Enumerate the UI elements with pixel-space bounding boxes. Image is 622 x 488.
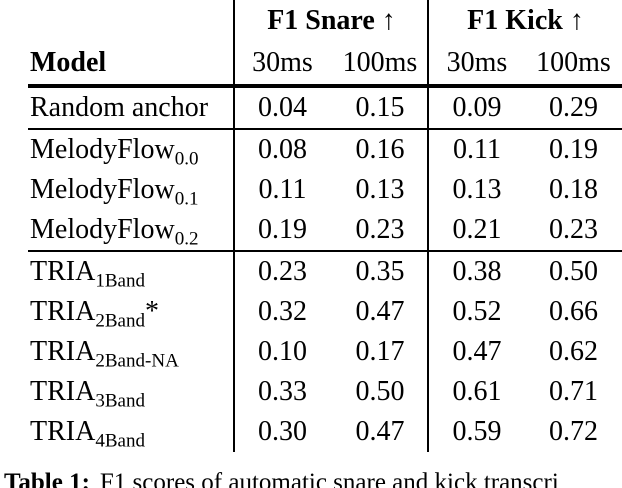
column-header-kick-100ms: 100ms bbox=[536, 47, 611, 78]
value-cell: 0.11 bbox=[258, 174, 307, 205]
table-row-melodyflow-01: MelodyFlow0.1 0.11 0.13 0.13 0.18 bbox=[0, 170, 622, 210]
table-vertical-divider-kick bbox=[427, 0, 429, 452]
caption-label: Table 1: bbox=[4, 469, 90, 488]
value-cell: 0.62 bbox=[549, 336, 598, 367]
column-header-snare-100ms: 100ms bbox=[342, 47, 418, 78]
value-cell: 0.23 bbox=[355, 214, 405, 245]
value-cell: 0.32 bbox=[258, 296, 307, 327]
model-cell: TRIA1Band bbox=[0, 252, 234, 292]
table-row-melodyflow-00: MelodyFlow0.0 0.08 0.16 0.11 0.19 bbox=[0, 130, 622, 170]
value-cell: 0.71 bbox=[549, 376, 598, 407]
column-header-snare-30ms: 30ms bbox=[252, 47, 313, 78]
value-cell: 0.11 bbox=[453, 134, 501, 165]
value-cell: 0.50 bbox=[549, 256, 598, 287]
value-cell: 0.52 bbox=[452, 296, 502, 327]
value-cell: 0.47 bbox=[355, 416, 405, 447]
table-row-tria-2band: TRIA2Band* 0.32 0.47 0.52 0.66 bbox=[0, 292, 622, 332]
model-subscript: 0.1 bbox=[174, 188, 199, 210]
model-cell: MelodyFlow0.0 bbox=[0, 130, 234, 170]
table-caption: Table 1: F1 scores of automatic snare and… bbox=[4, 468, 618, 488]
model-name: TRIA bbox=[30, 296, 96, 327]
model-subscript: 3Band bbox=[95, 390, 146, 412]
model-cell: TRIA2Band-NA bbox=[0, 332, 234, 372]
value-cell: 0.35 bbox=[355, 256, 405, 287]
value-cell: 0.47 bbox=[355, 296, 405, 327]
model-cell: MelodyFlow0.1 bbox=[0, 170, 234, 210]
model-subscript: 4Band bbox=[95, 430, 146, 452]
value-cell: 0.04 bbox=[258, 92, 307, 123]
caption-text: F1 scores of automatic snare and kick tr… bbox=[99, 469, 559, 488]
value-cell: 0.38 bbox=[452, 256, 502, 287]
value-cell: 0.08 bbox=[258, 134, 307, 165]
value-cell: 0.17 bbox=[355, 336, 405, 367]
model-suffix: * bbox=[145, 296, 160, 327]
model-subscript: 1Band bbox=[95, 270, 146, 292]
model-name: TRIA bbox=[30, 256, 96, 287]
value-cell: 0.59 bbox=[452, 416, 502, 447]
value-cell: 0.47 bbox=[452, 336, 502, 367]
group-header-f1-kick: F1 Kick ↑ bbox=[467, 5, 584, 36]
value-cell: 0.13 bbox=[452, 174, 502, 205]
table-row-random-anchor: Random anchor 0.04 0.15 0.09 0.29 bbox=[0, 88, 622, 128]
value-cell: 0.15 bbox=[355, 92, 405, 123]
value-cell: 0.23 bbox=[549, 214, 598, 245]
column-header-kick-30ms: 30ms bbox=[446, 47, 508, 78]
model-name: MelodyFlow bbox=[30, 214, 175, 245]
model-cell: Random anchor bbox=[0, 88, 234, 128]
value-cell: 0.50 bbox=[355, 376, 405, 407]
value-cell: 0.13 bbox=[355, 174, 405, 205]
model-cell: MelodyFlow0.2 bbox=[0, 210, 234, 250]
value-cell: 0.72 bbox=[549, 416, 598, 447]
model-name: TRIA bbox=[30, 376, 96, 407]
value-cell: 0.10 bbox=[258, 336, 307, 367]
model-subscript: 0.0 bbox=[174, 148, 199, 170]
table-vertical-divider-snare bbox=[233, 0, 235, 452]
group-header-f1-snare: F1 Snare ↑ bbox=[267, 5, 396, 36]
table-row-tria-3band: TRIA3Band 0.33 0.50 0.61 0.71 bbox=[0, 372, 622, 412]
value-cell: 0.19 bbox=[549, 134, 598, 165]
table-row-tria-1band: TRIA1Band 0.23 0.35 0.38 0.50 bbox=[0, 252, 622, 292]
value-cell: 0.21 bbox=[452, 214, 502, 245]
model-subscript: 2Band bbox=[95, 310, 146, 332]
results-table: F1 Snare ↑ F1 Kick ↑ Model 30ms 100ms 30… bbox=[0, 0, 622, 452]
table-section-rule bbox=[28, 128, 622, 130]
model-subscript: 0.2 bbox=[174, 228, 199, 250]
value-cell: 0.61 bbox=[452, 376, 502, 407]
model-cell: TRIA2Band* bbox=[0, 292, 234, 332]
value-cell: 0.23 bbox=[258, 256, 307, 287]
value-cell: 0.09 bbox=[452, 92, 502, 123]
model-name: MelodyFlow bbox=[30, 174, 175, 205]
table-column-header-row: Model 30ms 100ms 30ms 100ms bbox=[0, 42, 622, 84]
table-row-melodyflow-02: MelodyFlow0.2 0.19 0.23 0.21 0.23 bbox=[0, 210, 622, 250]
table-row-tria-4band: TRIA4Band 0.30 0.47 0.59 0.72 bbox=[0, 412, 622, 452]
model-cell: TRIA3Band bbox=[0, 372, 234, 412]
model-subscript: 2Band-NA bbox=[95, 350, 179, 372]
value-cell: 0.30 bbox=[258, 416, 307, 447]
value-cell: 0.66 bbox=[549, 296, 598, 327]
model-name: Random anchor bbox=[30, 92, 209, 123]
table-section-rule bbox=[28, 250, 622, 252]
value-cell: 0.19 bbox=[258, 214, 307, 245]
model-name: TRIA bbox=[30, 336, 96, 367]
model-name: TRIA bbox=[30, 416, 96, 447]
model-name: MelodyFlow bbox=[30, 134, 175, 165]
value-cell: 0.18 bbox=[549, 174, 598, 205]
model-cell: TRIA4Band bbox=[0, 412, 234, 452]
column-header-model: Model bbox=[30, 47, 107, 78]
table-group-header-row: F1 Snare ↑ F1 Kick ↑ bbox=[0, 0, 622, 42]
table-row-tria-2band-na: TRIA2Band-NA 0.10 0.17 0.47 0.62 bbox=[0, 332, 622, 372]
value-cell: 0.16 bbox=[355, 134, 405, 165]
table-header-rule bbox=[28, 84, 622, 88]
value-cell: 0.33 bbox=[258, 376, 307, 407]
value-cell: 0.29 bbox=[549, 92, 598, 123]
